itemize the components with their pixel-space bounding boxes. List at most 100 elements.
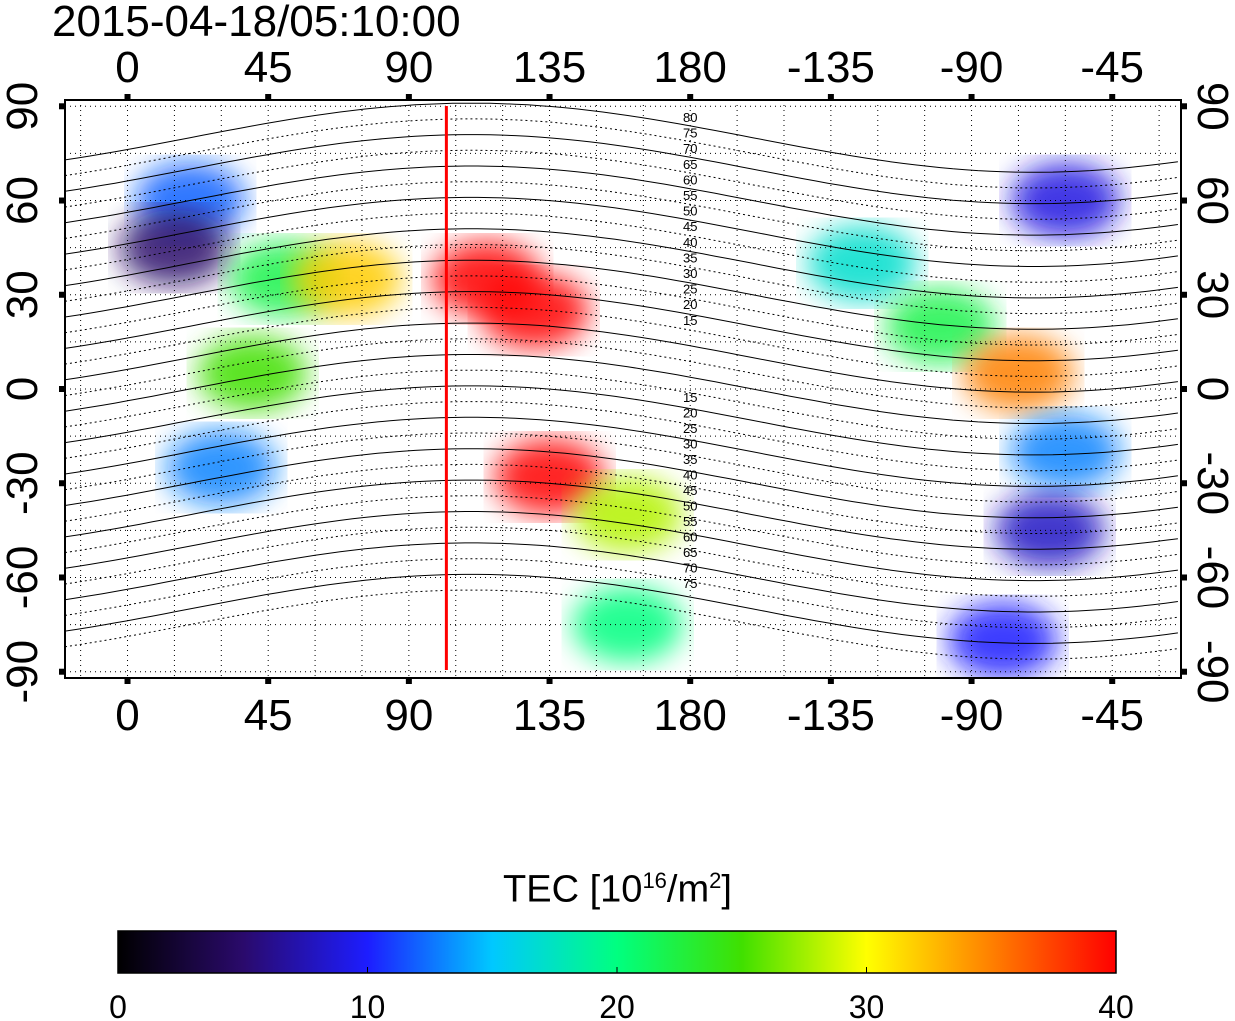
contour-line xyxy=(65,338,1178,409)
contour-label: 45 xyxy=(683,483,697,498)
y-left-tick-label: 60 xyxy=(0,176,47,225)
tec-region xyxy=(947,602,1058,678)
tec-region xyxy=(963,335,1074,412)
y-left-tick-label: 90 xyxy=(0,82,47,131)
y-right-tick-label: 30 xyxy=(1188,270,1235,319)
x-top-tick-label: -135 xyxy=(787,43,875,92)
contour-label: 55 xyxy=(683,188,697,203)
x-bottom-tick-label: 90 xyxy=(384,691,433,740)
contour-line xyxy=(65,212,1178,283)
tec-region xyxy=(885,288,996,365)
contour-line xyxy=(65,149,1178,220)
contour-label: 75 xyxy=(683,126,697,141)
contour-label: 20 xyxy=(683,297,697,312)
contour-line xyxy=(65,322,1178,393)
tec-region xyxy=(197,335,308,412)
y-right-tick-label: 0 xyxy=(1188,377,1235,401)
tec-region xyxy=(166,429,277,506)
contour-label: 50 xyxy=(683,499,697,514)
x-top-tick-label: 90 xyxy=(384,43,433,92)
contour-label: 55 xyxy=(683,514,697,529)
contour-line xyxy=(65,354,1178,424)
x-bottom-tick-label: -45 xyxy=(1080,691,1144,740)
contour-label: 30 xyxy=(683,437,697,452)
contour-label: 65 xyxy=(683,545,697,560)
x-top-tick-label: 135 xyxy=(513,43,586,92)
tec-region xyxy=(994,492,1105,569)
contour-label: 60 xyxy=(683,172,697,187)
contour-line xyxy=(65,369,1178,440)
contour-label: 50 xyxy=(683,204,697,219)
contour-label: 65 xyxy=(683,157,697,172)
contour-label: 35 xyxy=(683,250,697,265)
contour-line xyxy=(65,401,1178,472)
contour-label: 30 xyxy=(683,266,697,281)
x-top-tick-label: -90 xyxy=(940,43,1004,92)
tec-region xyxy=(572,476,683,553)
colorbar-tick-label: 30 xyxy=(849,989,885,1021)
contour-label: 35 xyxy=(683,452,697,467)
contour-line xyxy=(65,463,1178,534)
magnetic-contour-layer xyxy=(65,102,1178,660)
contour-line xyxy=(65,385,1178,456)
x-bottom-tick-label: 0 xyxy=(115,691,139,740)
x-bottom-tick-label: 135 xyxy=(513,691,586,740)
tec-region xyxy=(807,225,918,302)
contour-line xyxy=(65,134,1178,205)
contour-label: 70 xyxy=(683,561,697,576)
contour-line xyxy=(65,228,1178,299)
contour-line xyxy=(65,275,1178,346)
y-right-tick-label: 90 xyxy=(1188,82,1235,131)
y-right-tick-label: -60 xyxy=(1188,546,1235,610)
y-left-tick-label: -90 xyxy=(0,640,47,704)
x-top-tick-label: -45 xyxy=(1080,43,1144,92)
contour-label: 40 xyxy=(683,235,697,250)
x-top-tick-label: 180 xyxy=(653,43,726,92)
contour-line xyxy=(65,118,1178,189)
y-right-tick-label: -30 xyxy=(1188,451,1235,515)
contour-line xyxy=(65,165,1178,236)
contour-line xyxy=(65,526,1178,597)
contour-label: 15 xyxy=(683,313,697,328)
y-left-tick-label: 30 xyxy=(0,270,47,319)
colorbar-gradient xyxy=(117,930,1117,974)
contour-line xyxy=(65,479,1178,550)
timestamp-title: 2015-04-18/05:10:00 xyxy=(52,0,461,46)
contour-label: 45 xyxy=(683,219,697,234)
contour-label: 40 xyxy=(683,468,697,483)
x-bottom-tick-label: -90 xyxy=(940,691,1004,740)
tec-region xyxy=(119,209,230,286)
tec-region xyxy=(291,241,402,318)
contour-label: 15 xyxy=(683,390,697,405)
colorbar-tick-label: 10 xyxy=(350,989,386,1021)
contour-label: 75 xyxy=(683,576,697,591)
contour-label: 20 xyxy=(683,406,697,421)
contour-line xyxy=(65,259,1178,330)
y-left-tick-label: -60 xyxy=(0,546,47,610)
contour-line xyxy=(65,573,1178,644)
y-right-tick-label: -90 xyxy=(1188,640,1235,704)
tec-region xyxy=(478,272,589,349)
contour-line xyxy=(65,511,1178,582)
contour-line xyxy=(65,558,1178,629)
contour-line xyxy=(65,589,1178,660)
colorbar-tick-label: 40 xyxy=(1098,989,1134,1021)
x-bottom-tick-label: 180 xyxy=(653,691,726,740)
y-left-tick-label: -30 xyxy=(0,451,47,515)
contour-labels: 8075706560555045403530252015152025303540… xyxy=(683,110,697,591)
contour-line xyxy=(65,102,1178,173)
contour-label: 80 xyxy=(683,110,697,125)
contour-label: 25 xyxy=(683,421,697,436)
axis-layer: 0 45 90 135 180 -135 -90 -450 45 90 135 180 -135 -90-… xyxy=(0,43,1235,740)
contour-line xyxy=(65,448,1178,519)
contour-label: 25 xyxy=(683,282,697,297)
tec-region xyxy=(1010,413,1121,490)
tec-region xyxy=(494,438,605,515)
colorbar-tick-label: 20 xyxy=(599,989,635,1021)
contour-label: 70 xyxy=(683,141,697,156)
contour-label: 60 xyxy=(683,530,697,545)
contour-line xyxy=(65,181,1178,252)
colorbar-tick-label: 0 xyxy=(109,989,127,1021)
contour-line xyxy=(65,495,1178,566)
contour-line xyxy=(65,291,1178,362)
